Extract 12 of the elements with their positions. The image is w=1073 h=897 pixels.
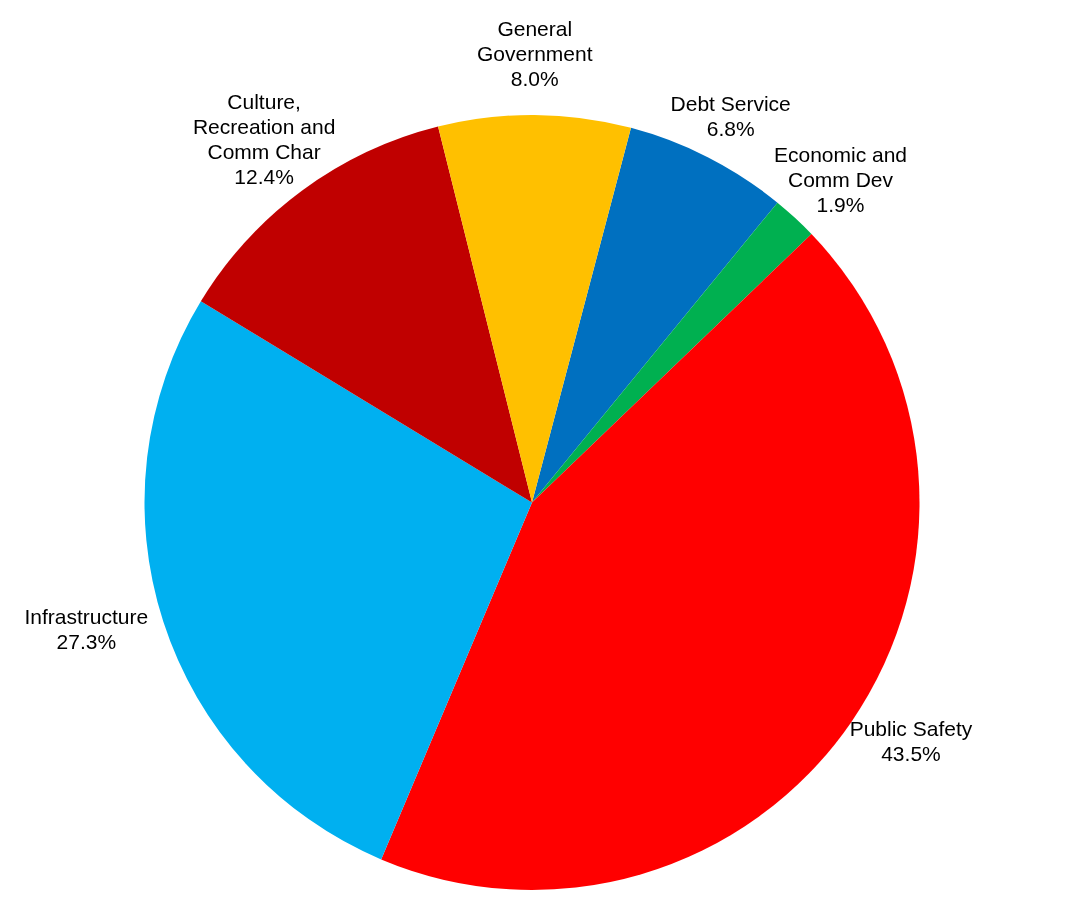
data-label: 6.8%	[706, 117, 755, 141]
slice-label: Debt Service	[670, 92, 791, 116]
data-label: 1.9%	[816, 193, 865, 217]
data-label: 43.5%	[881, 741, 941, 765]
data-label: 12.4%	[234, 164, 294, 188]
slice-label: Culture, Recreation and Comm Char	[192, 89, 336, 163]
slice-label: Economic and Comm Dev	[773, 143, 908, 192]
slice-label: Public Safety	[849, 716, 973, 740]
slice-label: General Government	[476, 17, 593, 66]
data-label: 8.0%	[510, 67, 559, 91]
slice-label: Infrastructure	[24, 605, 149, 629]
data-label: 27.3%	[56, 630, 117, 654]
